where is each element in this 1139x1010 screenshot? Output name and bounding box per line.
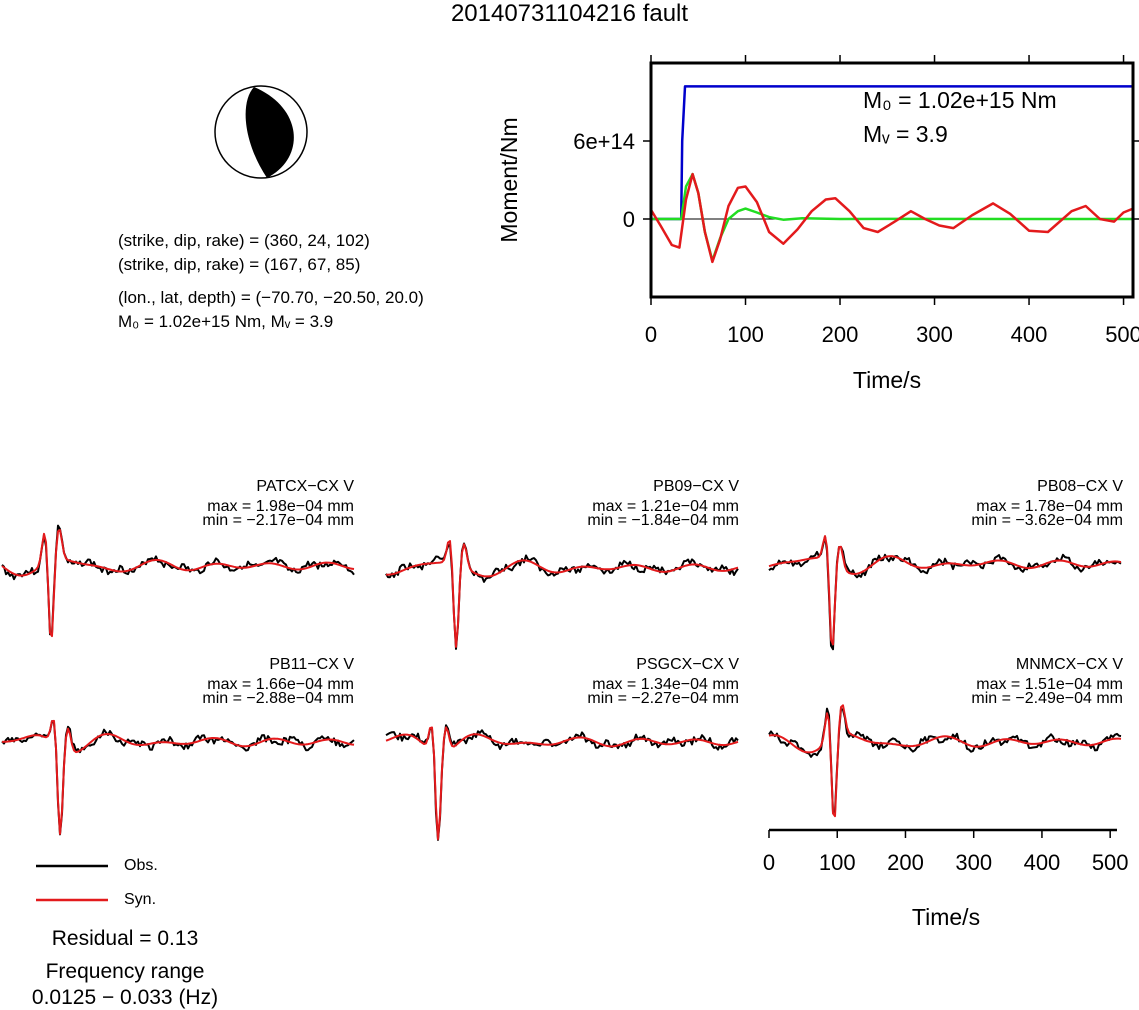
frequency-range-label: Frequency range [45,960,205,983]
station-min-5: min = −2.27e−04 mm [587,690,739,707]
station-min-6: min = −2.49e−04 mm [971,690,1123,707]
wave-x-tick-label: 0 [763,850,775,875]
synthetic-trace [385,540,739,648]
station-min-2: min = −1.84e−04 mm [587,512,739,529]
y-tick-label: 6e+14 [573,129,635,154]
wave-x-tick-label: 400 [1024,850,1061,875]
mechanism-line-2: (strike, dip, rake) = (167, 67, 85) [118,255,361,274]
station-max-1: max = 1.98e−04 mm [207,498,354,515]
synthetic-trace [768,535,1122,646]
station-name-1: PATCX−CX V [256,478,354,495]
moment-chart: Time/s Moment/Nm M₀ = 1.02e+15 Nm Mᵥ = 3… [496,55,1139,393]
wave-x-tick-label: 500 [1092,850,1129,875]
legend-lines [36,864,108,902]
x-tick-label: 300 [916,322,953,347]
wave-x-tick-label: 300 [955,850,992,875]
moment-series-line [651,172,1134,262]
beachball-icon [214,85,308,179]
station-name-3: PB08−CX V [1037,478,1123,495]
x-tick-label: 100 [727,322,764,347]
station-name-2: PB09−CX V [653,478,739,495]
observed-trace [385,542,739,650]
x-tick-label: 400 [1011,322,1048,347]
mechanism-line-1: (strike, dip, rake) = (360, 24, 102) [118,231,370,250]
synthetic-trace [1,719,355,835]
frequency-range-value: 0.0125 − 0.033 (Hz) [31,986,219,1009]
station-name-4: PB11−CX V [269,656,354,673]
synthetic-trace [385,726,739,841]
observed-trace [768,707,1122,814]
station-max-3: max = 1.78e−04 mm [976,498,1123,515]
station-max-5: max = 1.34e−04 mm [592,676,739,693]
synthetic-trace [1,528,355,638]
moment-m0-label: M₀ = 1.02e+15 Nm [863,87,1057,113]
mechanism-line-3: (lon., lat, depth) = (−70.70, −20.50, 20… [118,288,424,307]
station-name-6: MNMCX−CX V [1015,656,1123,673]
wave-x-tick-label: 200 [887,850,924,875]
station-name-5: PSGCX−CX V [636,656,739,673]
moment-xlabel: Time/s [853,367,921,393]
page-title: 20140731104216 fault [450,0,689,27]
x-tick-label: 500 [1105,322,1139,347]
wave-xlabel: Time/s [912,904,980,930]
moment-series-line [649,172,1134,264]
station-min-1: min = −2.17e−04 mm [202,512,354,529]
mechanism-line-4: M₀ = 1.02e+15 Nm, Mᵥ = 3.9 [118,312,334,331]
moment-plot-frame [649,61,1135,299]
waveform-area: 0 100 200 300 400 500 Time/s [1,524,1129,930]
legend-obs-label: Obs. [124,857,158,874]
wave-x-tick-label: 100 [819,850,856,875]
station-max-6: max = 1.51e−04 mm [976,676,1123,693]
station-max-2: max = 1.21e−04 mm [592,498,739,515]
station-min-4: min = −2.88e−04 mm [202,690,354,707]
y-tick-label: 0 [623,207,635,232]
residual-label: Residual = 0.13 [51,927,199,950]
moment-ylabel: Moment/Nm [496,117,522,242]
synthetic-trace [768,704,1122,818]
station-min-3: min = −3.62e−04 mm [971,512,1123,529]
x-tick-label: 0 [645,322,657,347]
station-max-4: max = 1.66e−04 mm [207,676,354,693]
moment-mw-label: Mᵥ = 3.9 [863,121,948,147]
x-tick-label: 200 [822,322,859,347]
legend-syn-label: Syn. [124,891,157,908]
